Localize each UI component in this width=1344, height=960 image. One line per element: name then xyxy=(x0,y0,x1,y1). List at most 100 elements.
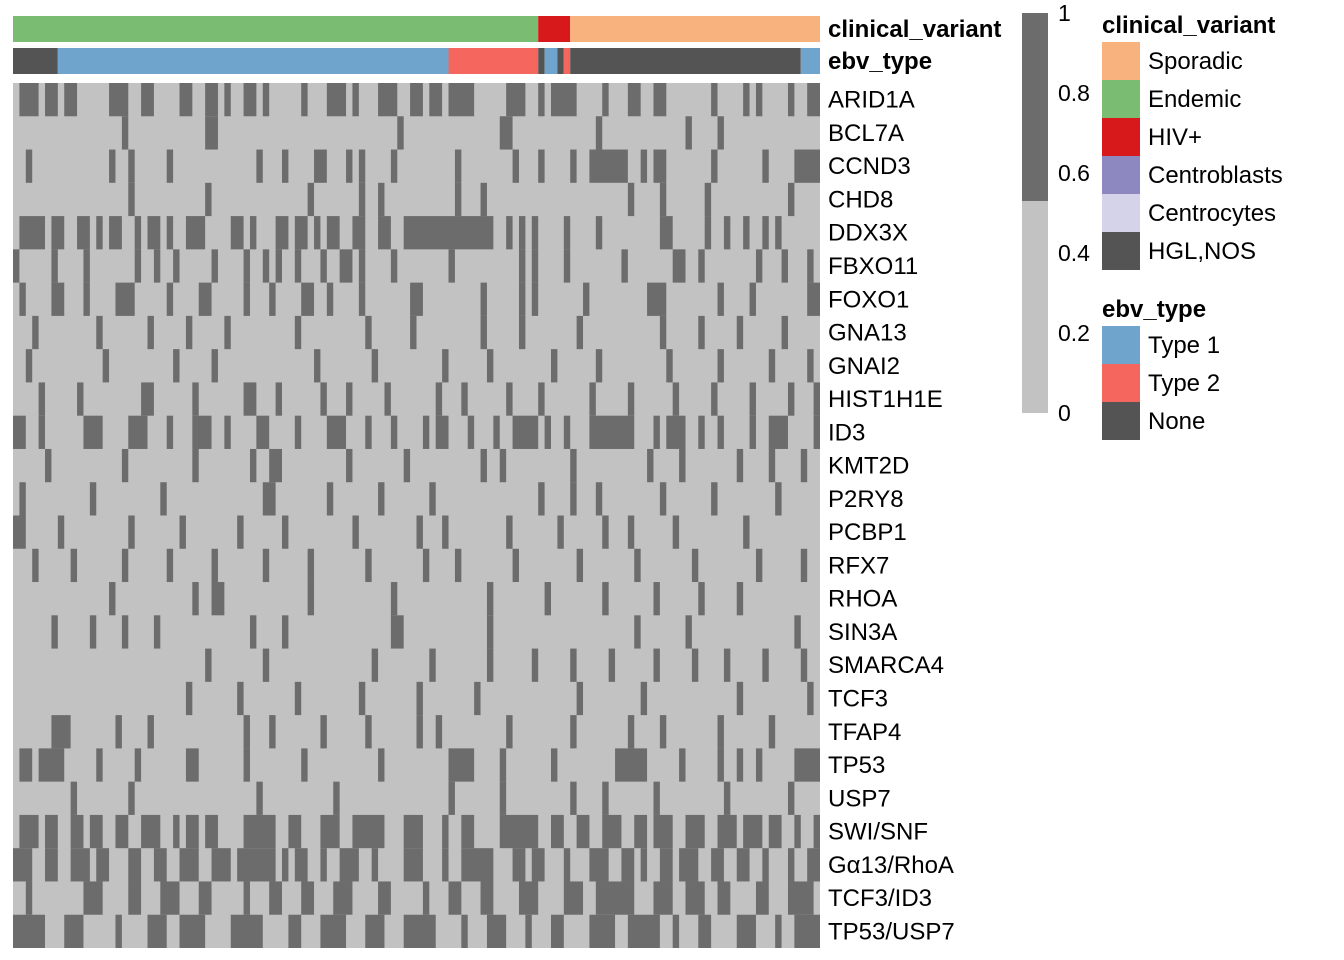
heatmap-cell xyxy=(275,382,282,416)
heatmap-cell xyxy=(153,848,167,882)
legend-swatch xyxy=(1102,156,1140,194)
heatmap-cell xyxy=(13,848,33,882)
heatmap-cell xyxy=(403,914,436,948)
heatmap-cell xyxy=(659,715,667,749)
heatmap-cell xyxy=(70,848,90,882)
heatmap-cell xyxy=(83,415,103,449)
heatmap-cell xyxy=(615,748,648,782)
heatmap-cell xyxy=(307,182,315,217)
heatmap-cell xyxy=(749,282,756,316)
heatmap-cell xyxy=(422,881,430,915)
heatmap-cell xyxy=(768,448,776,483)
heatmap-cell xyxy=(787,182,795,217)
row-label: TFAP4 xyxy=(828,719,901,746)
heatmap-cell xyxy=(736,914,756,948)
heatmap-cell xyxy=(589,382,596,416)
legend-swatch xyxy=(1102,42,1140,80)
heatmap-cell xyxy=(442,349,449,383)
heatmap-cell xyxy=(563,216,571,250)
heatmap-cell xyxy=(794,149,820,183)
heatmap-cell xyxy=(326,482,334,516)
legend-item-label: Centrocytes xyxy=(1148,200,1276,227)
heatmap-cell xyxy=(365,715,372,749)
heatmap-cell xyxy=(416,515,423,549)
heatmap-cell xyxy=(147,315,154,350)
heatmap-cell xyxy=(563,249,571,283)
heatmap-cell xyxy=(70,548,78,583)
heatmap-cell xyxy=(429,482,436,516)
heatmap-cell xyxy=(512,415,539,449)
heatmap-cell xyxy=(813,415,820,449)
heatmap-cell xyxy=(51,715,71,749)
heatmap-cell xyxy=(602,83,609,117)
heatmap-cell xyxy=(320,382,327,416)
heatmap-cell xyxy=(243,282,250,316)
heatmap-cell xyxy=(25,349,33,383)
heatmap-cell xyxy=(595,349,603,383)
heatmap-cell xyxy=(339,848,359,882)
heatmap-cell xyxy=(723,648,731,682)
heatmap-cell xyxy=(551,83,577,117)
heatmap-cell xyxy=(711,848,724,882)
heatmap-grid xyxy=(13,83,820,948)
heatmap-cell xyxy=(173,249,180,283)
heatmap-cell xyxy=(96,315,103,350)
heatmap-cell xyxy=(224,415,231,449)
heatmap-cell xyxy=(134,249,142,283)
heatmap-cell xyxy=(800,548,808,583)
heatmap-cell xyxy=(294,681,302,716)
heatmap-cell xyxy=(666,415,686,449)
fill-scale-tick: 0.2 xyxy=(1058,320,1090,346)
heatmap-cell xyxy=(83,282,90,316)
heatmap-cell xyxy=(19,482,26,516)
heatmap-cell xyxy=(570,715,577,749)
heatmap-cell xyxy=(211,548,218,583)
row-label: TCF3 xyxy=(828,685,888,712)
heatmap-cell xyxy=(595,216,603,250)
heatmap-cell xyxy=(96,748,103,782)
heatmap-cell xyxy=(185,748,199,782)
heatmap-cell xyxy=(499,748,507,782)
heatmap-cell xyxy=(653,781,660,815)
heatmap-cell xyxy=(378,216,391,250)
heatmap-cell xyxy=(230,216,244,250)
heatmap-cell xyxy=(768,814,782,849)
heatmap-cell xyxy=(134,216,142,250)
heatmap-cell xyxy=(243,382,257,416)
heatmap-cell xyxy=(205,116,218,150)
heatmap-cell xyxy=(717,715,724,749)
heatmap-cell xyxy=(538,382,545,416)
heatmap-cell xyxy=(807,249,814,283)
heatmap-cell xyxy=(115,914,122,948)
heatmap-cell xyxy=(711,83,718,117)
heatmap-cell xyxy=(83,249,90,283)
heatmap-cell xyxy=(243,83,257,117)
heatmap-cell xyxy=(320,848,327,882)
heatmap-cell xyxy=(365,315,372,350)
heatmap-cell xyxy=(358,681,366,716)
row-label: SIN3A xyxy=(828,619,897,646)
heatmap-cell xyxy=(634,548,641,583)
heatmap-cell xyxy=(486,615,494,649)
heatmap-cell xyxy=(589,149,628,183)
heatmap-cell xyxy=(807,349,814,383)
heatmap-cell xyxy=(711,149,718,183)
annotation-cell xyxy=(538,16,571,42)
heatmap-cell xyxy=(602,582,609,616)
heatmap-cell xyxy=(787,83,795,117)
heatmap-cell xyxy=(787,781,795,815)
heatmap-cell xyxy=(403,216,494,250)
heatmap-cell xyxy=(576,681,584,716)
heatmap-cell xyxy=(352,83,359,117)
heatmap-cell xyxy=(51,282,65,316)
heatmap-cell xyxy=(13,415,26,449)
heatmap-cell xyxy=(672,914,680,948)
heatmap-cell xyxy=(672,515,680,549)
heatmap-cell xyxy=(794,748,820,782)
heatmap-cell xyxy=(378,182,385,217)
heatmap-cell xyxy=(442,515,449,549)
heatmap-cell xyxy=(480,315,487,350)
heatmap-cell xyxy=(294,249,302,283)
heatmap-cell xyxy=(262,249,270,283)
heatmap-cell xyxy=(166,548,174,583)
